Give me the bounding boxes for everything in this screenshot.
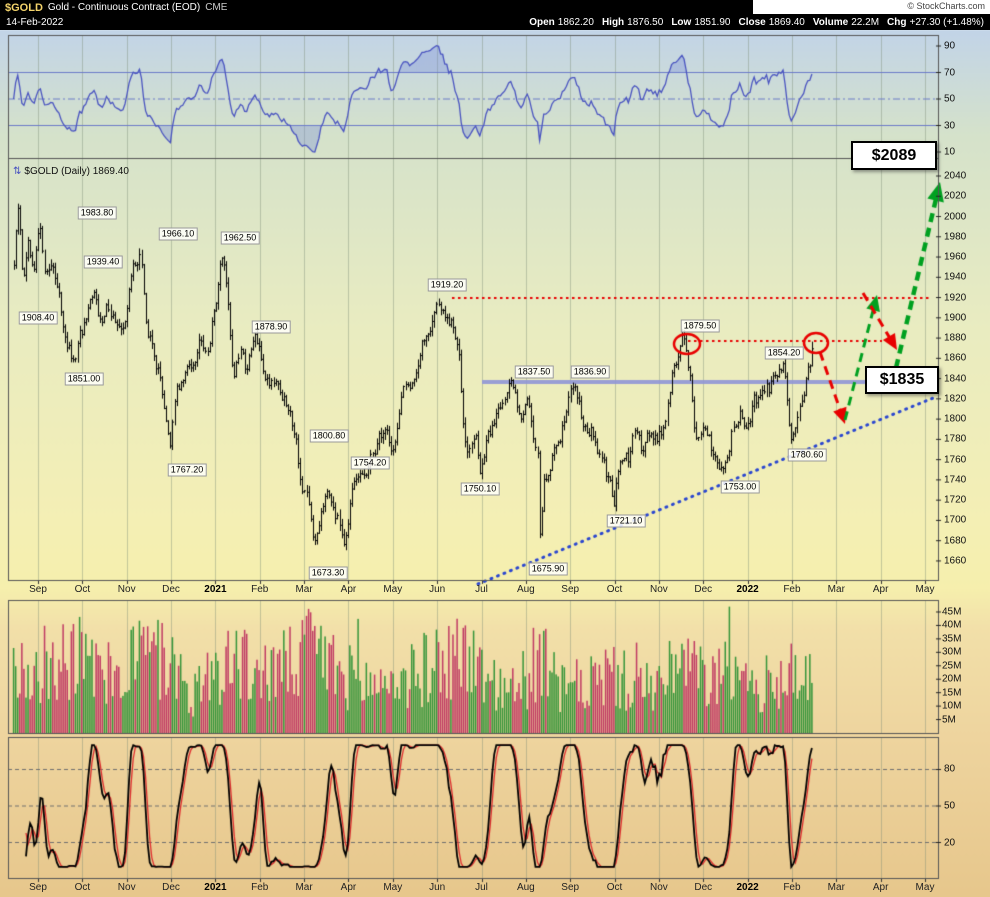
quote-label: High (601, 16, 625, 28)
price-target-callout: $2089 (851, 141, 937, 170)
quote-bar: 14-Feb-2022 Open 1862.20 High 1876.50 Low 185… (0, 14, 990, 30)
symbol-description: Gold - Continuous Contract (EOD) (47, 2, 201, 13)
symbol: $GOLD (5, 1, 43, 14)
quote-date: 14-Feb-2022 (6, 16, 64, 28)
quote-label: Low (671, 16, 692, 28)
quote-fields: Open 1862.20 High 1876.50 Low 1851.90 Close 186… (521, 17, 984, 28)
quote-label: Chg (887, 16, 907, 28)
price-panel-label-text: $GOLD (Daily) 1869.40 (24, 166, 129, 177)
quote-value: 1869.40 (768, 16, 805, 28)
exchange: CME (205, 2, 228, 13)
title-bar: $GOLD Gold - Continuous Contract (EOD) C… (0, 0, 753, 15)
support-callout: $1835 (865, 366, 939, 394)
quote-label: Volume (812, 16, 849, 28)
quote-value: 1851.90 (694, 16, 731, 28)
quote-label: Close (738, 16, 766, 28)
price-panel-label: ⇅ $GOLD (Daily) 1869.40 (13, 166, 129, 177)
copyright: © StockCharts.com (907, 1, 985, 11)
quote-value: 1862.20 (557, 16, 594, 28)
chart-header: $GOLD Gold - Continuous Contract (EOD) C… (0, 0, 990, 30)
updown-icon: ⇅ (13, 166, 22, 177)
quote-value: 22.2M (851, 16, 880, 28)
quote-value: 1876.50 (627, 16, 664, 28)
quote-label: Open (529, 16, 555, 28)
quote-value: +27.30 (+1.48%) (909, 16, 985, 28)
